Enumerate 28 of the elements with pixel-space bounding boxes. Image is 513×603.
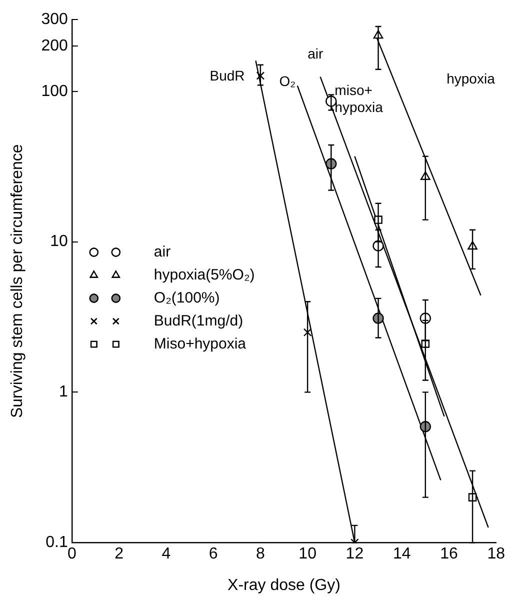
x-tick-label: 0	[67, 546, 76, 563]
y-tick-label: 300	[41, 11, 68, 28]
legend-label: hypoxia(5%O₂)	[154, 266, 255, 284]
x-tick-label: 18	[487, 546, 506, 563]
annotation: air	[308, 46, 324, 62]
x-tick-label: 14	[392, 546, 411, 563]
legend-label: O₂(100%)	[154, 289, 220, 306]
x-tick-label: 10	[298, 546, 317, 563]
y-tick-label: 100	[41, 82, 68, 100]
x-axis-title: X-ray dose (Gy)	[228, 576, 340, 594]
y-tick-label: 0.1	[46, 534, 68, 552]
y-tick-label: 10	[50, 233, 68, 250]
y-axis-title: Surviving stem cells per circumference	[9, 144, 26, 418]
x-tick-label: 4	[162, 546, 171, 563]
y-tick-label: 200	[41, 37, 68, 54]
x-tick-label: 8	[256, 546, 265, 563]
x-tick-label: 6	[208, 546, 218, 563]
annotation: miso+ hypoxia	[334, 82, 384, 116]
y-tick-label: 1	[58, 384, 68, 401]
x-tick-label: 2	[114, 546, 124, 563]
legend-label: air	[154, 243, 171, 260]
legend-label: Miso+hypoxia	[154, 335, 247, 352]
x-tick-label: 16	[440, 546, 458, 563]
annotation: hypoxia	[446, 70, 496, 86]
annotation: BudR	[210, 68, 245, 84]
legend-label: BudR(1mg/d)	[154, 312, 244, 330]
x-tick-label: 12	[346, 546, 364, 563]
annotation: O₂	[279, 73, 296, 90]
